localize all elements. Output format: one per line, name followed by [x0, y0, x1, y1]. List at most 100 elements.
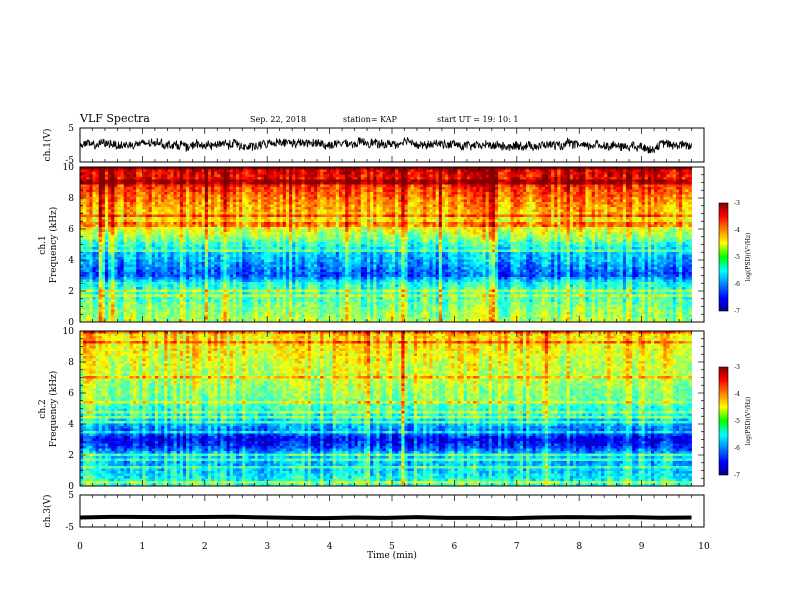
heatmap-cell: [198, 227, 203, 230]
heatmap-cell: [101, 177, 106, 180]
heatmap-cell: [326, 227, 330, 230]
heatmap-cell: [111, 177, 115, 180]
heatmap-cell: [426, 177, 430, 180]
heatmap-cell: [310, 169, 315, 173]
heatmap-cell: [644, 177, 649, 180]
heatmap-cell: [476, 199, 480, 203]
heatmap-cell: [139, 192, 143, 195]
heatmap-cell: [482, 212, 486, 215]
heatmap-cell: [173, 182, 178, 185]
heatmap-cell: [413, 209, 418, 213]
heatmap-cell: [516, 214, 521, 218]
heatmap-cell: [669, 197, 674, 200]
heatmap-cell: [622, 189, 627, 193]
heatmap-cell: [239, 204, 243, 208]
heatmap-cell: [554, 219, 558, 223]
heatmap-cell: [529, 214, 533, 218]
heatmap-cell: [597, 172, 602, 175]
heatmap-cell: [523, 184, 527, 188]
heatmap-cell: [551, 204, 555, 208]
heatmap-cell: [632, 182, 636, 185]
heatmap-cell: [638, 187, 642, 190]
heatmap-cell: [519, 197, 524, 200]
heatmap-cell: [360, 217, 365, 220]
heatmap-cell: [310, 219, 315, 223]
heatmap-cell: [198, 194, 203, 198]
heatmap-cell: [626, 187, 630, 190]
heatmap-cell: [585, 222, 589, 225]
heatmap-cell: [92, 179, 96, 183]
heatmap-cell: [204, 214, 209, 218]
heatmap-cell: [401, 202, 405, 205]
heatmap-cell: [376, 169, 380, 173]
heatmap-cell: [647, 224, 652, 228]
heatmap-cell: [476, 214, 480, 218]
heatmap-cell: [295, 219, 299, 223]
heatmap-cell: [563, 167, 568, 170]
heatmap-cell: [660, 184, 664, 188]
heatmap-cell: [532, 189, 536, 193]
heatmap-cell: [392, 167, 396, 170]
heatmap-cell: [276, 217, 281, 220]
heatmap-cell: [479, 182, 483, 185]
heatmap-cell: [279, 187, 284, 190]
heatmap-cell: [285, 177, 290, 180]
heatmap-cell: [410, 214, 415, 218]
heatmap-cell: [360, 172, 365, 175]
heatmap-cell: [117, 197, 121, 200]
heatmap-cell: [167, 214, 171, 218]
heatmap-cell: [133, 174, 137, 178]
heatmap-cell: [86, 177, 90, 180]
heatmap-cell: [276, 209, 281, 213]
heatmap-cell: [482, 192, 486, 195]
heatmap-cell: [136, 219, 140, 223]
heatmap-cell: [120, 194, 125, 198]
heatmap-cell: [314, 194, 318, 198]
heatmap-cell: [126, 172, 131, 175]
heatmap-cell: [151, 227, 156, 230]
heatmap-cell: [601, 214, 605, 218]
heatmap-cell: [142, 212, 146, 215]
heatmap-cell: [551, 199, 555, 203]
heatmap-cell: [470, 174, 474, 178]
heatmap-cell: [307, 207, 312, 210]
heatmap-cell: [685, 189, 689, 193]
heatmap-cell: [622, 179, 627, 183]
heatmap-cell: [292, 202, 296, 205]
heatmap-cell: [566, 174, 571, 178]
heatmap-cell: [473, 172, 477, 175]
heatmap-cell: [688, 222, 692, 225]
heatmap-cell: [385, 184, 390, 188]
heatmap-cell: [363, 222, 368, 225]
heatmap-cell: [104, 202, 109, 205]
heatmap-cell: [292, 207, 296, 210]
heatmap-cell: [285, 224, 290, 228]
heatmap-cell: [572, 212, 577, 215]
heatmap-cell: [560, 202, 564, 205]
heatmap-cell: [554, 184, 558, 188]
heatmap-cell: [416, 217, 421, 220]
heatmap-cell: [307, 177, 312, 180]
heatmap-cell: [557, 184, 561, 188]
heatmap-cell: [407, 204, 412, 208]
heatmap-cell: [173, 177, 178, 180]
heatmap-cell: [139, 172, 143, 175]
heatmap-cell: [142, 192, 146, 195]
heatmap-cell: [647, 169, 652, 173]
heatmap-cell: [660, 179, 664, 183]
heatmap-cell: [519, 199, 524, 203]
heatmap-cell: [604, 182, 608, 185]
heatmap-cell: [201, 169, 206, 173]
heatmap-cell: [332, 212, 337, 215]
heatmap-cell: [523, 177, 527, 180]
heatmap-cell: [220, 214, 224, 218]
heatmap-cell: [226, 179, 231, 183]
heatmap-cell: [548, 214, 552, 218]
heatmap-cell: [548, 177, 552, 180]
heatmap-cell: [320, 179, 324, 183]
heatmap-cell: [404, 184, 408, 188]
heatmap-cell: [485, 192, 490, 195]
heatmap-cell: [257, 182, 262, 185]
heatmap-cell: [385, 192, 390, 195]
heatmap-cell: [332, 204, 337, 208]
